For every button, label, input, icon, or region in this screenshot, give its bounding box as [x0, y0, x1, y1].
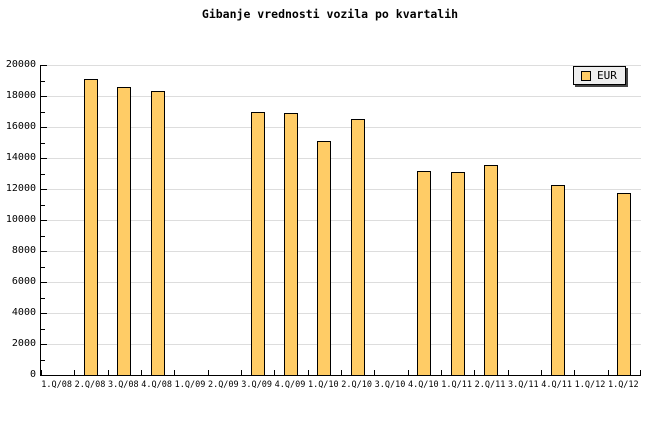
legend-swatch-icon: [581, 70, 591, 81]
x-axis-label: 4.Q/10: [407, 380, 439, 390]
x-axis-tick: [208, 370, 209, 375]
x-axis-tick: [241, 370, 242, 375]
x-axis-tick: [608, 370, 609, 375]
gridline: [41, 313, 641, 314]
y-axis-label: 18000: [5, 90, 36, 101]
y-axis-minor-tick: [41, 204, 45, 206]
x-axis-label: 1.Q/09: [174, 380, 206, 390]
x-axis-label: 1.Q/12: [607, 380, 639, 390]
legend: EUR: [573, 66, 626, 85]
bar: [550, 185, 565, 375]
bar: [350, 119, 365, 375]
bar: [84, 78, 98, 375]
gridline: [41, 251, 641, 252]
x-axis-labels: 1.Q/08 2.Q/08 3.Q/08 4.Q/08 1.Q/09 2.Q/09 3.Q/…: [40, 380, 640, 392]
y-axis-major-tick: [41, 189, 47, 190]
y-axis-minor-tick: [41, 80, 45, 82]
x-axis-tick: [108, 370, 109, 375]
bar: [250, 112, 265, 375]
x-axis-label: 2.Q/11: [474, 380, 506, 390]
x-axis-label: 1.Q/11: [441, 380, 473, 390]
x-axis-label: 3.Q/09: [241, 380, 273, 390]
y-axis-major-tick: [41, 282, 47, 283]
y-axis-major-tick: [41, 251, 47, 252]
y-axis-major-tick: [41, 158, 47, 159]
x-axis-label: 2.Q/09: [207, 380, 239, 390]
x-axis-tick: [408, 370, 409, 375]
y-axis-label: 8000: [11, 245, 36, 256]
x-axis-tick: [341, 370, 342, 375]
y-axis-major-tick: [41, 313, 47, 314]
x-axis-tick: [308, 370, 309, 375]
gridline: [41, 189, 641, 190]
chart-title: Gibanje vrednosti vozila po kvartalih: [201, 7, 459, 21]
x-axis-tick: [441, 370, 442, 375]
gridline: [41, 220, 641, 221]
y-axis-labels: 0 2000 4000 6000 8000 10000 12000 14000 16000 180…: [0, 60, 36, 380]
y-axis-label: 12000: [5, 183, 36, 194]
y-axis-label: 6000: [11, 276, 36, 287]
x-axis-tick: [574, 370, 575, 375]
x-axis-tick: [274, 370, 275, 375]
bar: [450, 171, 465, 375]
x-axis-label: 3.Q/11: [507, 380, 539, 390]
y-axis-minor-tick: [41, 266, 45, 268]
gridline: [41, 282, 641, 283]
bar: [150, 90, 165, 375]
bar: [417, 171, 432, 375]
y-axis-label: 20000: [5, 59, 36, 70]
x-axis-label: 4.Q/11: [541, 380, 573, 390]
y-axis-minor-tick: [41, 235, 45, 237]
y-axis-label: 0: [29, 369, 36, 380]
bar: [284, 113, 298, 375]
gridline: [41, 158, 641, 159]
x-axis-label: 1.Q/12: [574, 380, 606, 390]
x-axis-tick: [374, 370, 375, 375]
y-axis-label: 4000: [11, 307, 36, 318]
x-axis-tick: [508, 370, 509, 375]
y-axis-major-tick: [41, 344, 47, 345]
x-axis-label: 3.Q/08: [107, 380, 139, 390]
gridline: [41, 127, 641, 128]
x-axis-label: 1.Q/10: [307, 380, 339, 390]
y-axis-minor-tick: [41, 173, 45, 175]
x-axis-tick: [141, 370, 142, 375]
x-axis-tick: [74, 370, 75, 375]
y-axis-major-tick: [41, 65, 47, 66]
bar: [484, 164, 498, 375]
plot-area: [40, 65, 641, 376]
x-axis-label: 2.Q/08: [74, 380, 106, 390]
x-axis-tick: [174, 370, 175, 375]
gridline: [41, 96, 641, 97]
y-axis-minor-tick: [41, 359, 45, 361]
bar: [617, 192, 632, 375]
x-axis-label: 4.Q/09: [274, 380, 306, 390]
legend-label: EUR: [597, 69, 617, 82]
y-axis-minor-tick: [41, 142, 45, 144]
bar: [117, 87, 132, 375]
x-axis-label: 4.Q/08: [141, 380, 173, 390]
x-axis-tick: [541, 370, 542, 375]
gridline: [41, 344, 641, 345]
bar: [317, 140, 332, 375]
gridline: [41, 65, 641, 66]
y-axis-minor-tick: [41, 111, 45, 113]
y-axis-label: 14000: [5, 152, 36, 163]
x-axis-tick: [640, 370, 641, 375]
y-axis-label: 16000: [5, 121, 36, 132]
y-axis-major-tick: [41, 220, 47, 221]
x-axis-tick: [474, 370, 475, 375]
x-axis-label: 1.Q/08: [41, 380, 73, 390]
x-axis-label: 2.Q/10: [341, 380, 373, 390]
y-axis-major-tick: [41, 96, 47, 97]
x-axis-label: 3.Q/10: [374, 380, 406, 390]
x-axis-tick: [41, 370, 42, 375]
y-axis-major-tick: [41, 127, 47, 128]
y-axis-label: 2000: [11, 338, 36, 349]
y-axis-minor-tick: [41, 328, 45, 330]
y-axis-minor-tick: [41, 297, 45, 299]
y-axis-label: 10000: [5, 214, 36, 225]
